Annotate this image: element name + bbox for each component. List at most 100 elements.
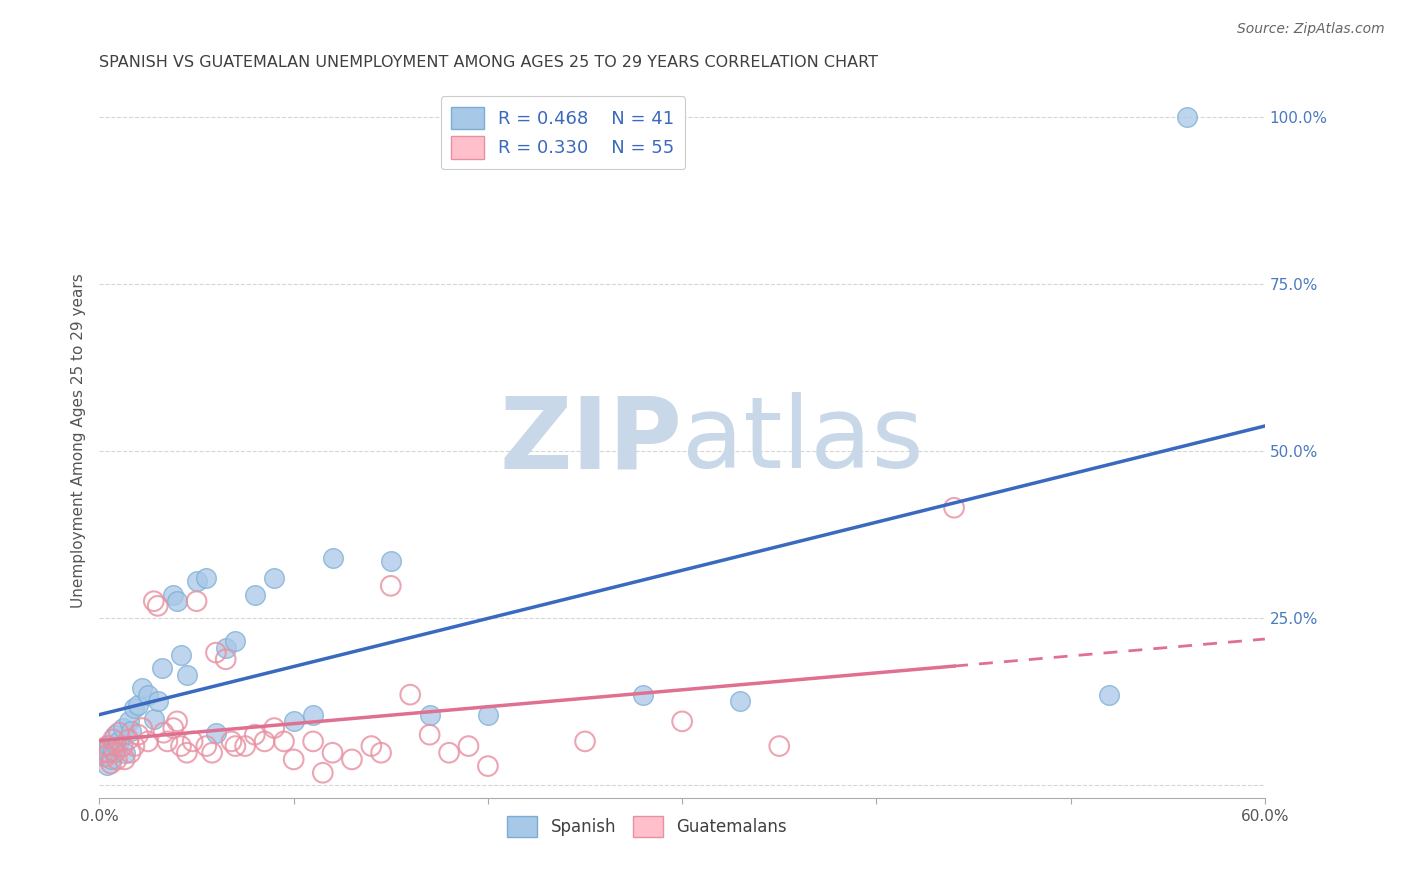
Point — [437, 746, 460, 760]
Point — [195, 739, 218, 753]
Text: ZIP: ZIP — [499, 392, 682, 490]
Point — [201, 746, 224, 760]
Point — [156, 734, 179, 748]
Point — [114, 746, 136, 760]
Point — [146, 599, 169, 613]
Point — [574, 734, 596, 748]
Y-axis label: Unemployment Among Ages 25 to 29 years: Unemployment Among Ages 25 to 29 years — [72, 274, 86, 608]
Point — [108, 725, 131, 739]
Text: SPANISH VS GUATEMALAN UNEMPLOYMENT AMONG AGES 25 TO 29 YEARS CORRELATION CHART: SPANISH VS GUATEMALAN UNEMPLOYMENT AMONG… — [100, 55, 879, 70]
Point — [1175, 110, 1198, 124]
Point — [224, 739, 246, 753]
Point — [114, 752, 136, 766]
Point — [399, 688, 422, 702]
Point — [186, 594, 208, 608]
Point — [186, 574, 208, 589]
Point — [253, 734, 276, 748]
Point — [322, 550, 344, 565]
Point — [98, 746, 121, 760]
Point — [263, 721, 285, 735]
Point — [170, 739, 193, 753]
Point — [380, 579, 402, 593]
Point — [176, 667, 198, 681]
Point — [302, 734, 325, 748]
Point — [124, 701, 146, 715]
Point — [111, 721, 134, 735]
Point — [730, 694, 752, 708]
Point — [105, 752, 128, 766]
Point — [150, 661, 173, 675]
Point — [120, 746, 142, 760]
Point — [142, 712, 165, 726]
Point — [131, 721, 153, 735]
Point — [419, 707, 441, 722]
Point — [124, 739, 146, 753]
Point — [104, 746, 127, 760]
Point — [117, 714, 139, 729]
Point — [312, 765, 335, 780]
Point — [370, 746, 392, 760]
Point — [136, 688, 159, 702]
Point — [233, 739, 256, 753]
Point — [360, 739, 382, 753]
Point — [224, 634, 246, 648]
Point — [380, 554, 402, 568]
Point — [142, 594, 165, 608]
Point — [195, 571, 218, 585]
Point — [633, 688, 655, 702]
Point — [162, 588, 184, 602]
Point — [457, 739, 479, 753]
Point — [243, 728, 266, 742]
Point — [100, 752, 122, 766]
Point — [671, 714, 693, 729]
Point — [340, 752, 363, 766]
Text: atlas: atlas — [682, 392, 924, 490]
Point — [170, 648, 193, 662]
Point — [91, 746, 114, 760]
Point — [215, 640, 238, 655]
Point — [768, 739, 790, 753]
Point — [181, 734, 204, 748]
Point — [477, 707, 499, 722]
Point — [96, 739, 118, 753]
Point — [263, 571, 285, 585]
Point — [477, 759, 499, 773]
Point — [166, 714, 188, 729]
Point — [101, 732, 124, 747]
Point — [176, 746, 198, 760]
Point — [100, 756, 122, 771]
Point — [273, 734, 295, 748]
Point — [152, 725, 174, 739]
Point — [120, 724, 142, 739]
Point — [96, 757, 118, 772]
Point — [108, 734, 131, 748]
Point — [322, 746, 344, 760]
Point — [91, 747, 114, 762]
Point — [205, 646, 228, 660]
Point — [127, 698, 149, 712]
Point — [283, 714, 305, 729]
Point — [221, 734, 243, 748]
Point — [205, 725, 228, 739]
Point — [111, 739, 134, 753]
Point — [302, 707, 325, 722]
Point — [127, 728, 149, 742]
Point — [1098, 688, 1121, 702]
Text: Source: ZipAtlas.com: Source: ZipAtlas.com — [1237, 22, 1385, 37]
Point — [105, 739, 128, 753]
Point — [283, 752, 305, 766]
Point — [101, 743, 124, 757]
Point — [104, 728, 127, 742]
Point — [94, 744, 117, 758]
Legend: Spanish, Guatemalans: Spanish, Guatemalans — [501, 810, 793, 843]
Point — [117, 732, 139, 747]
Point — [166, 594, 188, 608]
Point — [419, 728, 441, 742]
Point — [94, 749, 117, 764]
Point — [162, 721, 184, 735]
Point — [943, 500, 966, 515]
Point — [146, 694, 169, 708]
Point — [215, 652, 238, 666]
Point — [98, 738, 121, 752]
Point — [131, 681, 153, 695]
